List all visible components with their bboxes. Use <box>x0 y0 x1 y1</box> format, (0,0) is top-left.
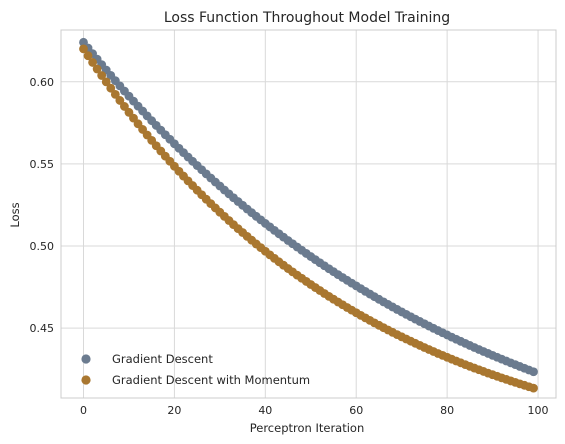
data-point <box>110 89 120 99</box>
y-tick-label: 0.60 <box>30 76 55 89</box>
x-tick-label: 80 <box>440 404 454 417</box>
x-tick-label: 40 <box>258 404 272 417</box>
chart-title: Loss Function Throughout Model Training <box>164 10 450 26</box>
x-tick-label: 60 <box>349 404 363 417</box>
legend-marker <box>81 375 91 385</box>
series-2 <box>79 44 538 393</box>
data-point <box>106 83 116 93</box>
y-axis-label: Loss <box>8 202 22 227</box>
grid-lines <box>61 30 556 398</box>
data-point <box>529 367 538 377</box>
legend: Gradient Descent Gradient Descent with Mo… <box>81 352 310 387</box>
y-tick-label: 0.45 <box>30 322 55 335</box>
series-1 <box>79 37 538 377</box>
plot-border <box>60 29 557 399</box>
y-tick-label: 0.50 <box>30 240 55 253</box>
x-tick-label: 100 <box>528 404 549 417</box>
data-series <box>79 37 538 393</box>
data-point <box>92 64 102 74</box>
plot-frame <box>60 29 557 399</box>
x-tick-label: 0 <box>80 404 87 417</box>
data-point <box>88 58 97 67</box>
data-point <box>115 96 125 105</box>
x-axis-label: Perceptron Iteration <box>250 421 365 435</box>
data-point <box>83 51 93 61</box>
legend-entry-label: Gradient Descent <box>112 352 213 366</box>
tick-labels: 0 20 40 60 80 100 0.45 0.50 0.55 0.60 <box>30 76 549 417</box>
y-tick-label: 0.55 <box>30 158 55 171</box>
data-point <box>529 383 538 393</box>
data-point <box>79 44 88 54</box>
legend-marker <box>81 354 91 364</box>
data-point <box>97 71 107 80</box>
data-point <box>101 77 111 87</box>
x-tick-label: 20 <box>167 404 181 417</box>
legend-entry-label: Gradient Descent with Momentum <box>112 373 310 387</box>
